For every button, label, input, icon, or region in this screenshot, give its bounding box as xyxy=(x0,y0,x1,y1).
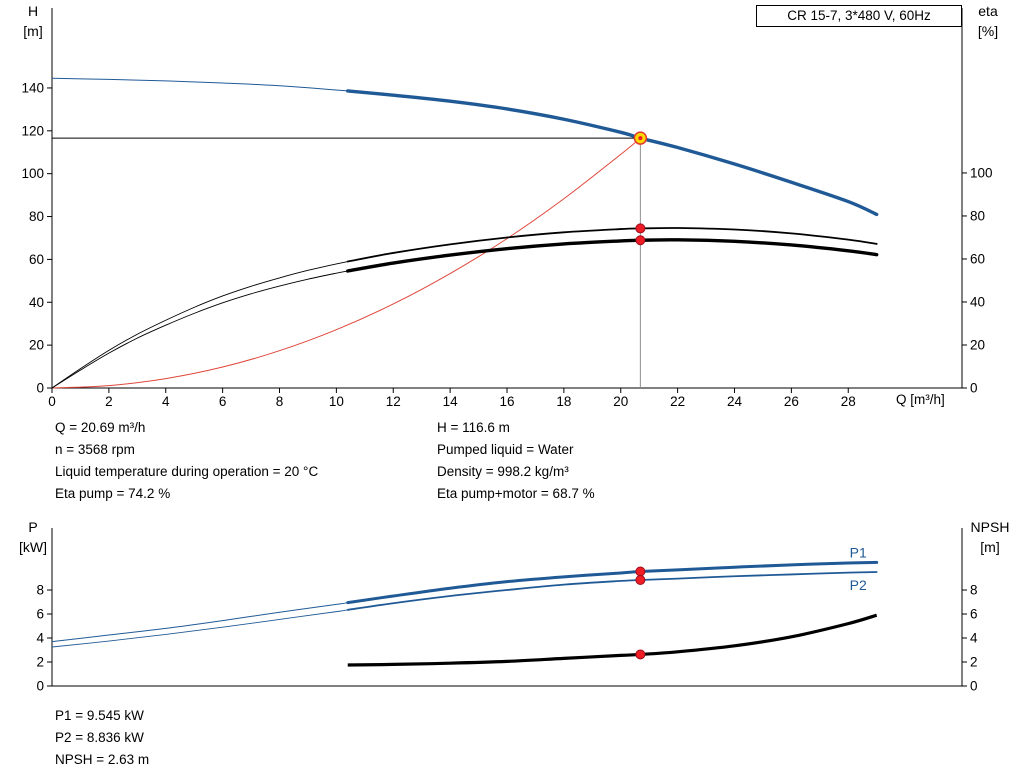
curve-P1-thin xyxy=(51,602,348,643)
left-tick-label: 20 xyxy=(29,338,44,353)
x-tick-label: 24 xyxy=(727,394,743,409)
npsh-right-axis-unit: [m] xyxy=(980,539,1000,555)
curve-eta-pump-thin xyxy=(51,261,348,389)
curve-P2 xyxy=(346,571,878,611)
info-top-right-column: H = 116.6 m Pumped liquid = Water Densit… xyxy=(437,417,595,505)
right-tick-label: 4 xyxy=(970,631,978,646)
right-tick-label: 8 xyxy=(970,583,978,598)
head-left-axis-unit: [m] xyxy=(23,23,43,39)
left-tick-label: 0 xyxy=(36,381,44,396)
left-tick-label: 60 xyxy=(29,252,44,267)
left-tick-label: 0 xyxy=(36,679,44,694)
value-dot xyxy=(635,649,646,660)
info-line-p2: P2 = 8.836 kW xyxy=(55,730,144,745)
power-left-axis-name: P xyxy=(28,519,38,535)
curve-P2-thin xyxy=(51,609,348,648)
info-line-pumped-liquid: Pumped liquid = Water xyxy=(437,442,574,457)
head-x-axis-label: Q [m³/h] xyxy=(896,392,945,407)
curve-H-curve xyxy=(346,89,879,217)
x-tick-label: 20 xyxy=(613,394,628,409)
x-tick-label: 6 xyxy=(219,394,227,409)
right-tick-label: 100 xyxy=(970,165,993,180)
power-left-axis-unit: [kW] xyxy=(19,539,47,555)
info-line-h: H = 116.6 m xyxy=(437,420,510,435)
value-dot xyxy=(635,566,646,577)
curve-P1 xyxy=(346,560,879,605)
npsh-right-axis-name: NPSH xyxy=(970,519,1010,535)
value-dot xyxy=(635,223,646,234)
x-tick-label: 14 xyxy=(443,394,459,409)
series-label-P2: P2 xyxy=(850,577,867,593)
right-tick-label: 20 xyxy=(970,337,985,352)
left-tick-label: 4 xyxy=(36,631,44,646)
right-tick-label: 80 xyxy=(970,208,985,223)
x-tick-label: 18 xyxy=(556,394,571,409)
value-dot xyxy=(635,574,646,585)
curve-H-curve-thin xyxy=(51,77,348,92)
x-tick-label: 0 xyxy=(48,394,56,409)
curve-eta-pump xyxy=(346,227,878,263)
info-line-p1: P1 = 9.545 kW xyxy=(55,708,144,723)
right-tick-label: 0 xyxy=(970,679,978,694)
series-label-P1: P1 xyxy=(850,545,867,561)
info-line-eta-pump: Eta pump = 74.2 % xyxy=(55,486,171,501)
x-tick-label: 12 xyxy=(386,394,401,409)
info-line-q: Q = 20.69 m³/h xyxy=(55,420,146,435)
head-right-axis-name: eta xyxy=(978,3,998,19)
head-right-axis-unit: [%] xyxy=(977,23,999,39)
curve-eta-pump-motor xyxy=(346,238,879,273)
info-line-npsh: NPSH = 2.63 m xyxy=(55,752,150,767)
right-tick-label: 0 xyxy=(970,381,978,396)
right-tick-label: 6 xyxy=(970,607,978,622)
right-tick-label: 2 xyxy=(970,655,978,670)
left-tick-label: 6 xyxy=(36,607,44,622)
x-tick-label: 10 xyxy=(329,394,344,409)
curve-NPSH xyxy=(347,613,878,667)
info-top-left-column: Q = 20.69 m³/h n = 3568 rpm Liquid tempe… xyxy=(55,417,318,505)
left-tick-label: 80 xyxy=(29,209,44,224)
left-tick-label: 120 xyxy=(21,123,44,138)
left-tick-label: 40 xyxy=(29,295,44,310)
x-tick-label: 16 xyxy=(499,394,514,409)
pump-title-box: CR 15-7, 3*480 V, 60Hz xyxy=(756,5,962,27)
head-left-axis-name: H xyxy=(27,3,39,19)
info-line-eta-pump-motor: Eta pump+motor = 68.7 % xyxy=(437,486,595,501)
curve-eta-pump-motor-thin xyxy=(51,270,348,389)
left-tick-label: 140 xyxy=(21,80,44,95)
x-tick-label: 8 xyxy=(276,394,284,409)
duty-point-center xyxy=(638,136,643,141)
info-line-density: Density = 998.2 kg/m³ xyxy=(437,464,569,479)
left-tick-label: 2 xyxy=(36,655,44,670)
curve-system-curve xyxy=(51,137,641,389)
x-tick-label: 28 xyxy=(841,394,856,409)
x-tick-label: 2 xyxy=(105,394,113,409)
x-tick-label: 4 xyxy=(162,394,170,409)
value-dot xyxy=(635,235,646,246)
x-tick-label: 26 xyxy=(784,394,799,409)
x-tick-label: 22 xyxy=(670,394,685,409)
right-tick-label: 60 xyxy=(970,251,985,266)
info-line-n: n = 3568 rpm xyxy=(55,442,135,457)
info-bottom-column: P1 = 9.545 kW P2 = 8.836 kW NPSH = 2.63 … xyxy=(55,705,149,771)
left-tick-label: 100 xyxy=(21,166,44,181)
left-tick-label: 8 xyxy=(36,583,44,598)
right-tick-label: 40 xyxy=(970,294,985,309)
info-line-liquid-temp: Liquid temperature during operation = 20… xyxy=(55,464,319,479)
